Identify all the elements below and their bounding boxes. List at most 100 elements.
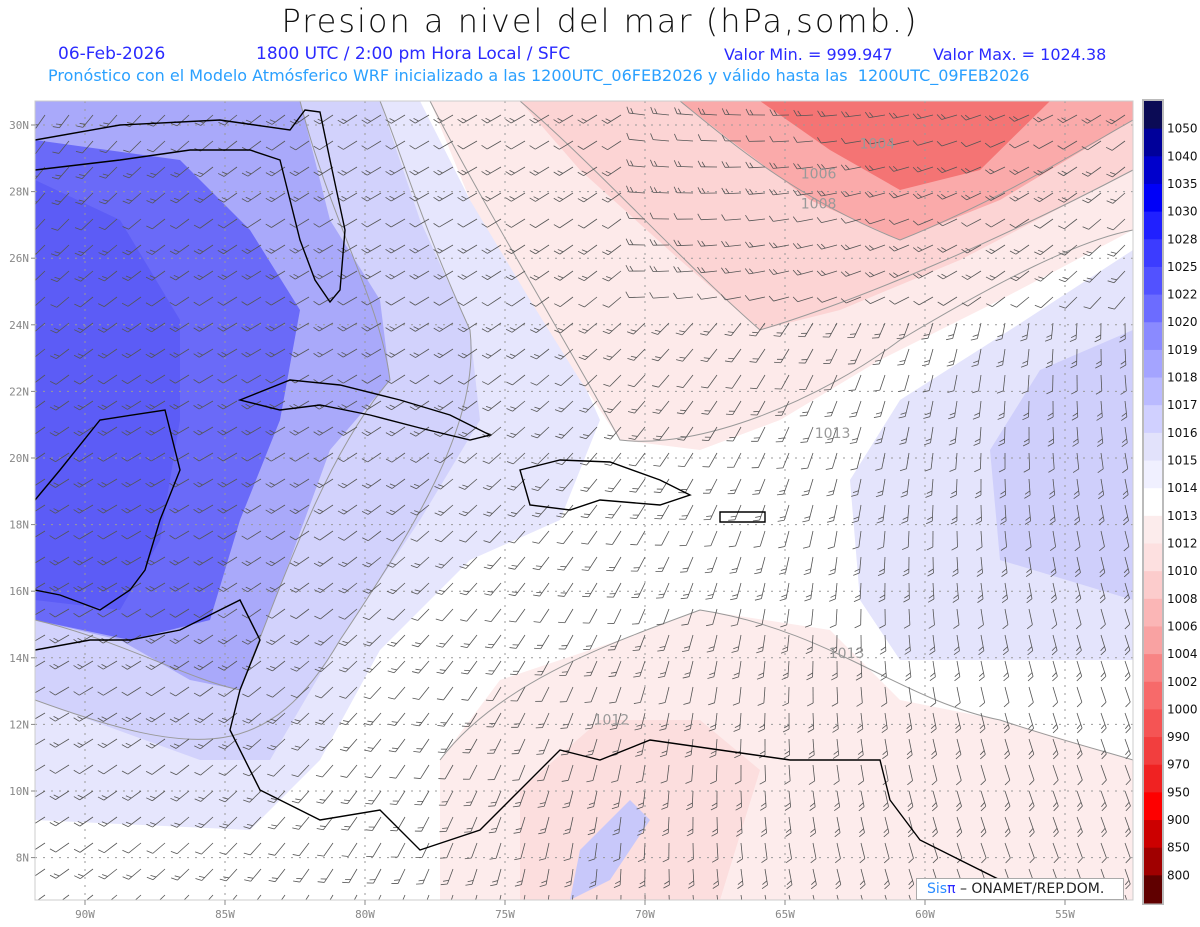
wind-barb [266,712,286,724]
wind-barb [289,530,310,541]
wind-barb [457,400,478,411]
wind-barb [49,608,70,618]
wind-barb [506,400,526,412]
wind-barb [75,192,94,205]
wind-barb [683,712,694,732]
wind-barb [385,244,406,254]
wind-barb [337,166,358,176]
brand-logo: Sis [927,881,948,897]
wind-barb [169,712,190,723]
wind-barb [146,790,166,802]
wind-barb [177,894,190,900]
wind-barb [1004,790,1011,812]
wind-barb [365,790,382,805]
wind-barb [462,738,478,754]
wind-barb [937,270,958,280]
wind-barb [482,478,502,491]
wind-barb [975,504,982,525]
wind-barb [97,400,118,410]
wind-barb [483,504,502,517]
wind-barb [725,374,742,389]
wind-barb [1002,608,1009,630]
wind-barb [35,530,46,540]
wind-barb [193,634,214,645]
wind-barb [49,452,70,463]
wind-barb [265,556,286,567]
wind-barb [661,790,670,810]
wind-barb [35,764,46,774]
min-value: Valor Min. = 999.947 [724,45,893,64]
wind-barb [1076,712,1083,734]
wind-barb [385,452,406,463]
wind-barb [481,166,502,176]
wind-barb [1081,166,1102,177]
wind-barb [219,868,238,882]
wind-barb [1027,660,1034,682]
wind-barb [1124,686,1131,708]
wind-barb [241,374,262,384]
wind-barb [849,426,862,444]
wind-barb [472,894,478,900]
wind-barb [385,114,406,124]
wind-barb [241,452,262,462]
colorbar-label: 1022 [1167,288,1198,302]
wind-barb [857,738,864,759]
wind-barb [398,894,406,900]
wind-barb [697,293,718,300]
wind-barb [751,426,766,442]
wind-barb [1051,634,1058,656]
wind-barb [999,478,1006,499]
wind-barb [1004,738,1010,760]
wind-barb [337,114,358,124]
wind-barb [888,270,910,279]
wind-barb [458,504,478,517]
wind-barb [487,764,502,781]
wind-barb [626,106,646,116]
wind-barb [241,426,262,436]
wind-barb [289,322,310,332]
wind-barb [1074,530,1081,552]
wind-barb [847,348,862,365]
wind-barb [877,530,886,550]
wind-barb [724,322,742,337]
wind-barb [630,556,646,572]
wind-barb [905,660,912,681]
wind-barb [707,660,718,679]
wind-barb [620,894,622,900]
wind-barb [457,140,478,150]
wind-barb [635,764,646,784]
wind-barb [631,582,646,598]
wind-barb [986,296,1006,308]
wind-barb [1001,582,1008,604]
wind-barb [529,140,550,150]
wind-barb [832,712,839,733]
wind-barb [659,712,670,731]
wind-barb [704,556,718,574]
wind-barb [758,712,766,733]
wind-barb [1057,140,1078,150]
wind-barb [289,348,310,358]
wind-barb [657,660,670,678]
wind-barb [928,608,935,629]
wind-barb [1052,660,1058,682]
wind-barb [1071,374,1078,395]
wind-barb [1076,816,1083,838]
wind-barb [792,216,814,223]
wind-barb [864,270,886,278]
wind-barb [481,322,502,333]
wind-barb [340,790,358,805]
wind-barb [883,842,890,864]
wind-barb [1124,894,1131,900]
wind-barb [985,244,1006,254]
wind-barb [169,270,190,281]
wind-barb [361,348,382,358]
wind-barb [461,712,478,728]
wind-barb [338,660,358,673]
wind-barb [829,608,838,628]
wind-barb [437,712,454,727]
wind-barb [361,244,382,254]
wind-barb [265,478,286,488]
map-area: 1004 1006 1008 1013 1013 1012 [35,101,1133,900]
wind-barb [676,374,694,388]
wind-barb [299,894,310,900]
